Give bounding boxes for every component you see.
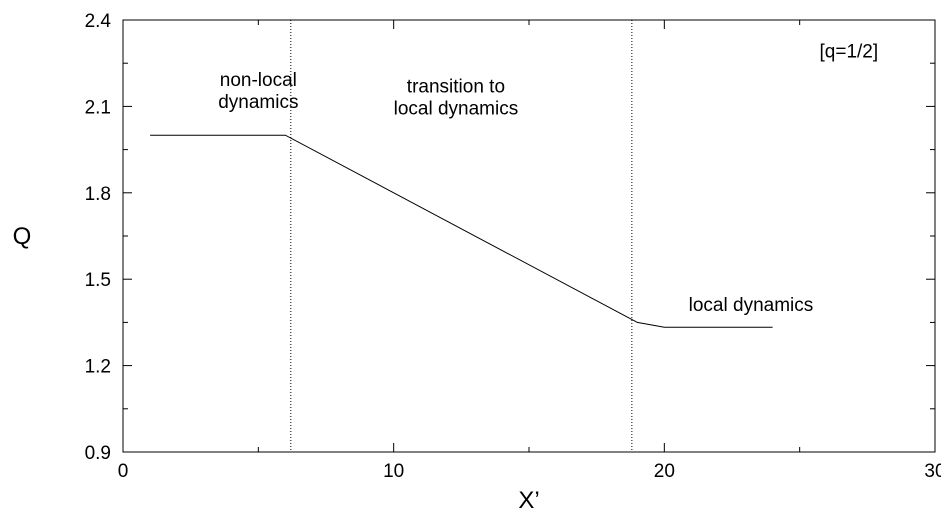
y-tick-label: 1.2 xyxy=(85,357,111,378)
y-tick-label: 1.5 xyxy=(85,270,111,291)
y-axis-title: Q xyxy=(13,223,32,250)
x-tick-label: 20 xyxy=(654,461,675,482)
x-tick-label: 10 xyxy=(383,461,404,482)
annotation-text: [q=1/2] xyxy=(820,41,879,62)
y-tick-label: 1.8 xyxy=(85,184,111,205)
annotation-text: local dynamics xyxy=(689,295,814,316)
y-tick-label: 0.9 xyxy=(85,443,111,464)
annotation-text: non-local xyxy=(220,70,297,91)
y-tick-label: 2.1 xyxy=(85,97,111,118)
y-tick-label: 2.4 xyxy=(85,11,112,32)
annotation-text: dynamics xyxy=(218,92,298,113)
x-tick-label: 0 xyxy=(118,461,129,482)
annotation-text: transition to xyxy=(407,77,505,98)
annotation-text: local dynamics xyxy=(394,99,519,120)
x-axis-title: X’ xyxy=(518,487,539,513)
series-line xyxy=(150,134,773,328)
x-tick-label: 30 xyxy=(924,461,941,482)
